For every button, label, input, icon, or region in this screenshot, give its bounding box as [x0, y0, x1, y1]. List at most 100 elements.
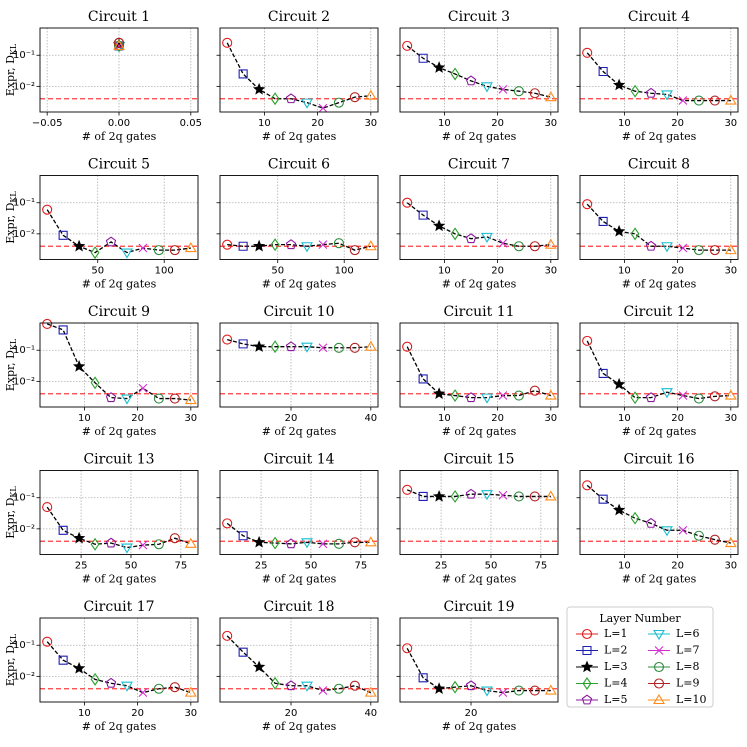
data-point: [252, 239, 266, 252]
data-point: [333, 342, 344, 353]
data-point: [58, 230, 68, 240]
data-point: [153, 539, 164, 550]
data-point: [402, 197, 413, 208]
data-point: [169, 533, 180, 544]
data-point: [252, 340, 266, 352]
x-tick-label: 20: [285, 708, 298, 719]
panel-title: Circuit 5: [88, 157, 150, 173]
data-point: [693, 530, 704, 541]
y-axis-label-sub: KL: [9, 43, 18, 55]
data-point: [349, 245, 360, 256]
data-point: [121, 681, 133, 692]
data-point: [513, 241, 524, 252]
x-tick-label: −0.05: [32, 118, 63, 129]
data-point: [72, 239, 86, 252]
data-point: [238, 69, 248, 79]
y-axis-label-sub: KL: [9, 191, 18, 203]
legend-marker: [582, 677, 592, 690]
data-point: [138, 688, 148, 698]
data-point: [630, 511, 640, 525]
x-axis-label: # of 2q gates: [262, 425, 337, 438]
x-tick-label: 10: [618, 413, 631, 424]
legend-marker: [580, 660, 594, 673]
x-tick-label: 30: [364, 118, 377, 129]
plot-frame: [579, 470, 739, 555]
data-point: [270, 340, 280, 354]
x-tick-label: 10: [438, 413, 451, 424]
panel-title: Circuit 7: [448, 157, 510, 173]
plot-frame: [399, 27, 559, 113]
data-point: [498, 391, 508, 400]
data-point: [153, 393, 164, 404]
x-tick-label: 20: [491, 266, 504, 277]
data-point: [333, 238, 344, 249]
x-tick-label: 20: [491, 118, 504, 129]
data-point: [301, 342, 313, 353]
panel-title: Circuit 14: [263, 452, 334, 468]
legend-title: Layer Number: [599, 612, 681, 625]
data-point: [529, 685, 540, 696]
x-tick-label: 20: [671, 561, 684, 572]
legend-marker: [653, 678, 665, 689]
x-tick-label: 50: [485, 561, 498, 572]
y-axis-label-main: Expr, D: [4, 55, 17, 96]
data-point: [364, 686, 377, 697]
data-point: [450, 680, 460, 694]
data-point: [222, 630, 233, 641]
data-point: [121, 394, 133, 405]
trend-line: [586, 203, 731, 251]
x-tick-label: 40: [364, 708, 377, 719]
legend-marker: [653, 629, 665, 641]
data-point: [450, 227, 460, 241]
x-tick-label: 100: [155, 266, 174, 277]
data-point: [364, 536, 377, 547]
data-point: [513, 390, 524, 401]
trend-line: [406, 202, 551, 247]
x-axis-label: # of 2q gates: [262, 720, 337, 733]
x-tick-label: 30: [544, 266, 557, 277]
data-point: [465, 75, 477, 86]
data-point: [184, 686, 197, 697]
data-point: [498, 490, 508, 500]
x-tick-label: 10: [618, 561, 631, 572]
y-axis-label-sub: KL: [9, 338, 18, 350]
data-point: [270, 676, 280, 690]
y-axis-label: Expr, DKL: [4, 486, 18, 539]
y-axis-label-sub: KL: [9, 633, 18, 645]
trend-line: [227, 242, 371, 251]
data-point: [498, 84, 508, 94]
data-point: [598, 494, 608, 504]
x-axis-label: # of 2q gates: [442, 720, 517, 733]
data-point: [418, 53, 428, 63]
y-axis-label-main: Expr, D: [4, 350, 17, 391]
data-point: [169, 393, 180, 404]
panel-title: Circuit 8: [628, 157, 690, 173]
panel-title: Circuit 19: [443, 599, 514, 615]
x-tick-label: 10: [258, 118, 271, 129]
data-point: [285, 538, 297, 549]
data-point: [661, 90, 673, 101]
data-point: [72, 531, 86, 544]
data-point: [465, 233, 477, 244]
y-tick-label: 10⁻¹: [13, 198, 35, 209]
legend-marker: [581, 628, 593, 640]
x-axis-label: # of 2q gates: [442, 573, 517, 586]
data-point: [432, 387, 446, 399]
data-point: [678, 391, 688, 400]
data-point: [544, 684, 557, 695]
data-point: [318, 103, 328, 113]
x-tick-label: 10: [618, 118, 631, 129]
panel-title: Circuit 16: [623, 452, 694, 468]
data-point: [481, 393, 493, 404]
x-tick-label: 0.00: [108, 118, 130, 129]
data-point: [598, 368, 608, 378]
x-axis-label: # of 2q gates: [442, 130, 517, 143]
plot-frame: [219, 27, 379, 113]
data-point: [318, 539, 328, 549]
data-point: [333, 538, 344, 549]
data-point: [114, 41, 124, 51]
y-axis-label-main: Expr, D: [4, 497, 17, 538]
data-point: [582, 47, 593, 58]
data-point: [72, 661, 86, 674]
